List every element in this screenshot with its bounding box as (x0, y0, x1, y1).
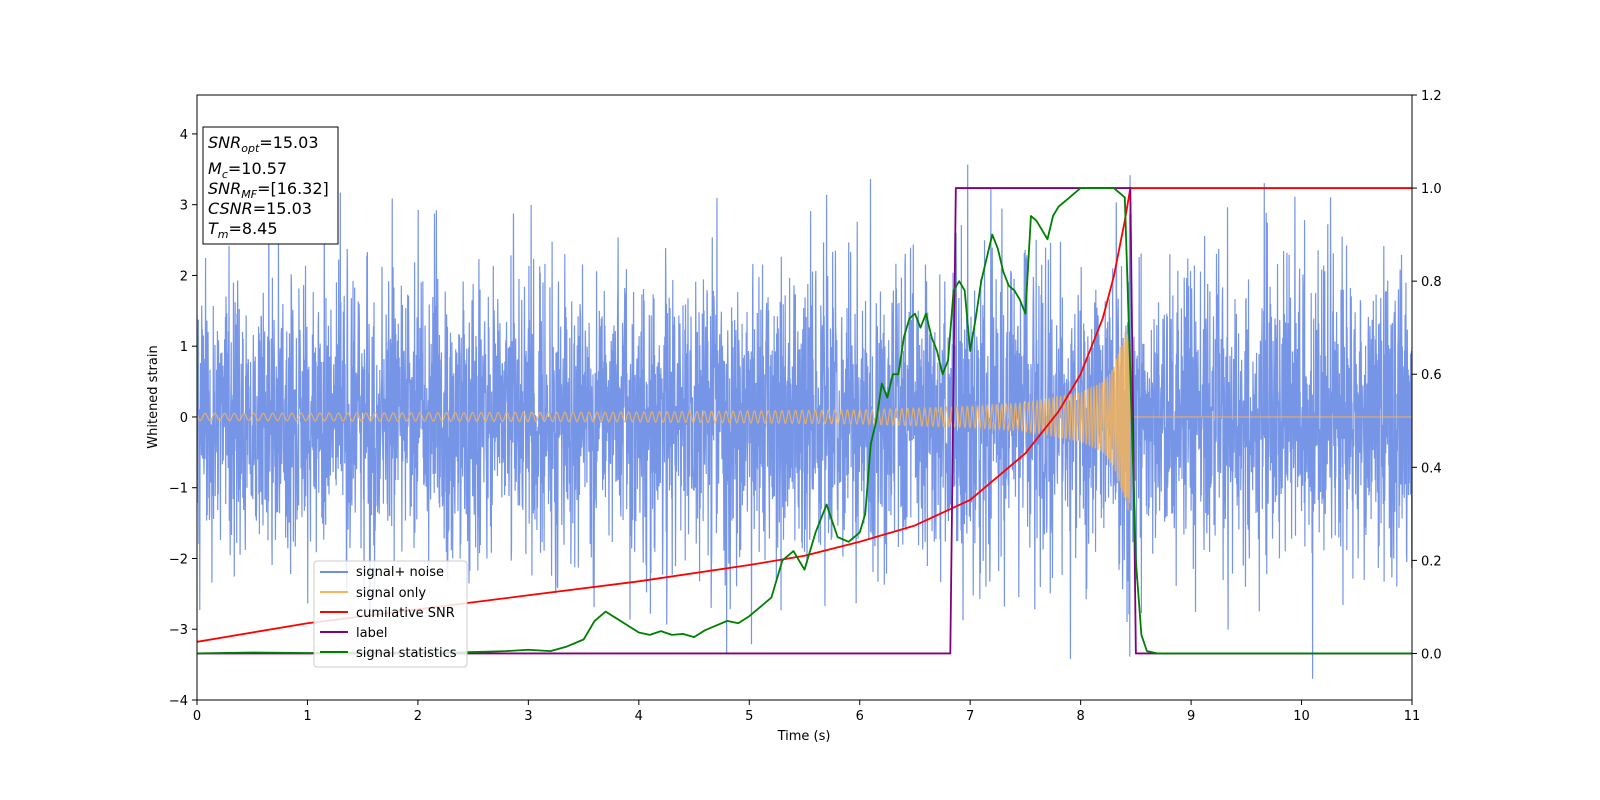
info-box: SNRopt=15.03 Mc=10.57 SNRMF=[16.32] CSNR… (202, 126, 339, 245)
x-tick-label: 9 (1187, 709, 1195, 724)
x-tick-label: 11 (1404, 709, 1421, 724)
x-tick-label: 10 (1293, 709, 1310, 724)
info-mc: Mc=10.57 (208, 159, 287, 181)
info-snr-mf: SNRMF=[16.32] (208, 179, 329, 201)
info-csnr: CSNR=15.03 (208, 199, 312, 218)
x-tick-label: 5 (745, 709, 753, 724)
series-line-cumulative-snr (197, 187, 1412, 643)
legend-label-stats: signal statistics (356, 646, 457, 661)
legend-frame (313, 560, 468, 668)
legend-label-signal: signal only (356, 586, 426, 601)
series-line-signal (197, 331, 1412, 511)
y2-tick-label: 0.4 (1421, 461, 1442, 476)
series-line-signal-statistics (197, 187, 1412, 655)
y-tick-label: 3 (180, 199, 188, 214)
y-tick-label: 4 (180, 128, 188, 143)
legend: signal+ noise signal only cumilative SNR… (313, 560, 468, 668)
y-tick-label: 2 (180, 269, 188, 284)
x-tick-label: 3 (524, 709, 532, 724)
y-tick-label: 1 (180, 340, 188, 355)
x-tick-label: 4 (635, 709, 643, 724)
plot-area (197, 164, 1412, 679)
x-tick-label: 7 (966, 709, 974, 724)
x-axis-label: Time (s) (777, 729, 831, 744)
y-tick-label: −2 (169, 552, 188, 567)
x-tick-label: 2 (414, 709, 422, 724)
legend-label-noise: signal+ noise (356, 565, 444, 580)
series-line-noise (197, 164, 1412, 679)
y-tick-label: −1 (169, 482, 188, 497)
y2-tick-label: 0.2 (1421, 554, 1442, 569)
legend-label-cumsnr: cumilative SNR (356, 606, 455, 621)
plot-frame (196, 94, 1413, 701)
x-tick-label: 1 (303, 709, 311, 724)
y2-tick-label: 1.0 (1421, 182, 1442, 197)
y2-tick-label: 0.6 (1421, 368, 1442, 383)
info-snr-opt: SNRopt=15.03 (208, 133, 319, 155)
y-axis-label: Whitened strain (146, 345, 161, 448)
x-tick-label: 8 (1076, 709, 1084, 724)
axis-ticks: 0 1 2 3 4 5 6 7 8 9 10 11 −4 −3 −2 −1 0 1 2 3 4 0.0 0.2 0.4 0.6 0… (169, 89, 1442, 724)
y-tick-label: 0 (180, 411, 188, 426)
x-tick-label: 0 (193, 709, 201, 724)
y2-tick-label: 0.0 (1421, 647, 1442, 662)
y2-tick-label: 0.8 (1421, 275, 1442, 290)
x-tick-label: 6 (856, 709, 864, 724)
y-tick-label: −4 (169, 694, 188, 709)
info-box-frame (202, 126, 339, 245)
y2-tick-label: 1.2 (1421, 89, 1442, 104)
y-tick-label: −3 (169, 623, 188, 638)
legend-label-label: label (356, 626, 387, 641)
info-tm: Tm=8.45 (208, 219, 278, 241)
